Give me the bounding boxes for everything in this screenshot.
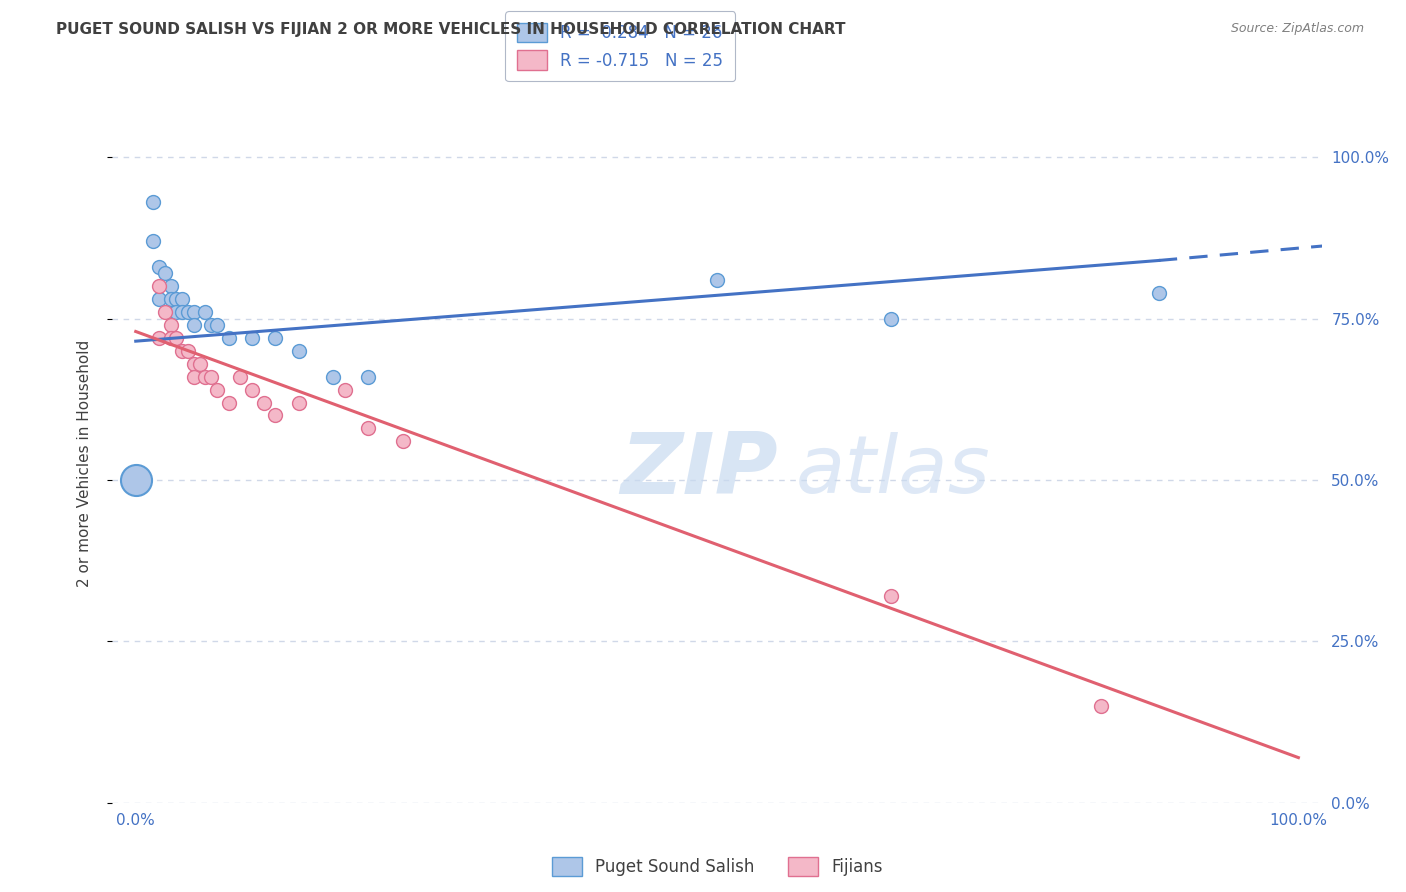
Point [1090, 698, 1112, 713]
Legend: Puget Sound Salish, Fijians: Puget Sound Salish, Fijians [546, 850, 889, 882]
Point [165, 292, 187, 306]
Point [194, 369, 217, 384]
Point [153, 305, 176, 319]
Point [183, 357, 205, 371]
Point [229, 369, 252, 384]
Point [172, 305, 194, 319]
Y-axis label: 2 or more Vehicles in Household: 2 or more Vehicles in Household [77, 340, 91, 588]
Point [183, 369, 205, 384]
Point [706, 273, 728, 287]
Point [142, 234, 165, 248]
Point [183, 305, 205, 319]
Point [165, 331, 187, 345]
Point [159, 279, 181, 293]
Text: Source: ZipAtlas.com: Source: ZipAtlas.com [1230, 22, 1364, 36]
Point [148, 331, 170, 345]
Point [177, 305, 200, 319]
Point [287, 395, 309, 409]
Point [333, 383, 356, 397]
Point [264, 409, 287, 423]
Point [183, 318, 205, 332]
Point [200, 369, 222, 384]
Point [880, 311, 903, 326]
Point [148, 292, 170, 306]
Point [392, 434, 415, 449]
Point [218, 395, 240, 409]
Point [240, 331, 263, 345]
Point [200, 318, 222, 332]
Text: ZIP: ZIP [620, 429, 778, 512]
Point [177, 343, 200, 358]
Point [194, 305, 217, 319]
Point [172, 343, 194, 358]
Point [172, 292, 194, 306]
Point [357, 421, 380, 435]
Point [159, 331, 181, 345]
Point [357, 369, 380, 384]
Point [240, 383, 263, 397]
Point [218, 331, 240, 345]
Point [159, 292, 181, 306]
Point [165, 305, 187, 319]
Point [148, 279, 170, 293]
Point [205, 318, 228, 332]
Point [159, 318, 181, 332]
Point [322, 369, 344, 384]
Point [264, 331, 287, 345]
Point [287, 343, 309, 358]
Point [252, 395, 274, 409]
Text: atlas: atlas [796, 432, 990, 509]
Point [188, 357, 211, 371]
Point [142, 195, 165, 210]
Point [148, 260, 170, 274]
Point [880, 589, 903, 603]
Point [1147, 285, 1170, 300]
Text: PUGET SOUND SALISH VS FIJIAN 2 OR MORE VEHICLES IN HOUSEHOLD CORRELATION CHART: PUGET SOUND SALISH VS FIJIAN 2 OR MORE V… [56, 22, 846, 37]
Point [125, 473, 148, 487]
Point [205, 383, 228, 397]
Point [153, 266, 176, 280]
